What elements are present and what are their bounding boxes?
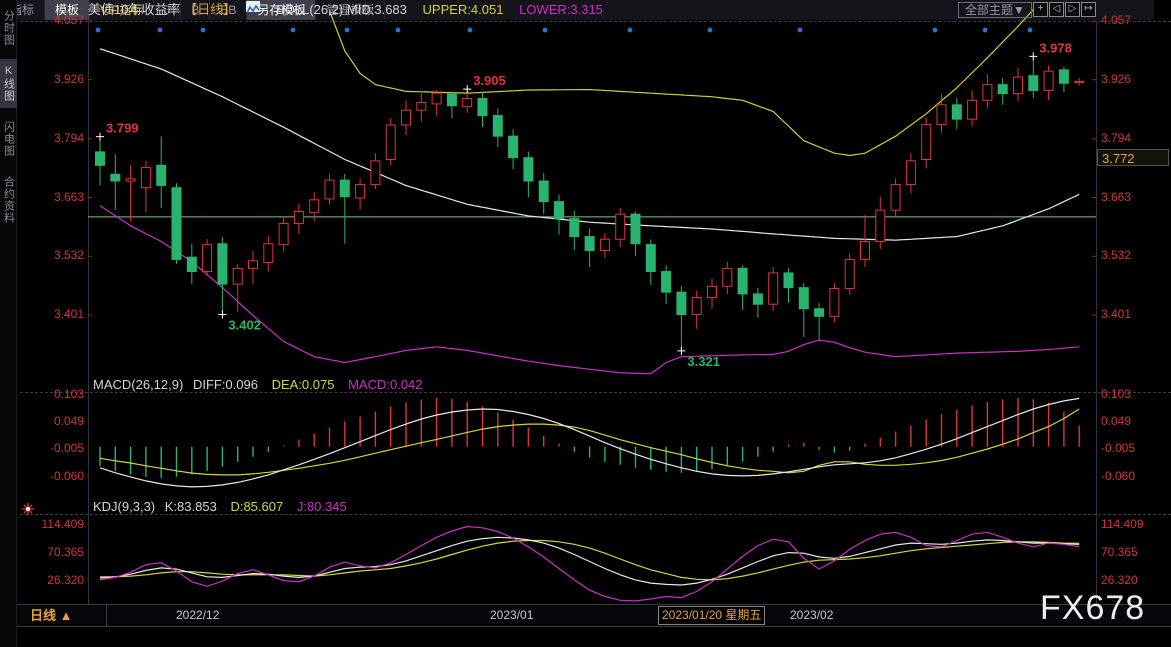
axis-label: 70.365 (47, 545, 84, 559)
theme-dropdown[interactable]: 全部主题▼ (958, 2, 1032, 18)
axis-label: -0.005 (49, 441, 84, 456)
bottom-toolbar: 指标 模板 VIP指标 J B BB 另存模板 管理模板 (0, 0, 1154, 20)
exit-pane-icon[interactable]: ↦ (1081, 2, 1096, 17)
toolbar-item-save-template[interactable]: 另存模板 (247, 0, 317, 20)
boll-mid-readout: BOLL(26,2) MID:3.683 (276, 2, 407, 17)
sidebar-item-contract-info[interactable]: 合约资料 (2, 176, 15, 224)
kdj-panel[interactable] (88, 508, 1096, 605)
axis-label: 3.663 (53, 189, 84, 204)
svg-text:3.799: 3.799 (106, 121, 139, 136)
date-label: 2022/12 (176, 608, 220, 622)
svg-text:3.402: 3.402 (228, 318, 261, 333)
axis-label: 26.320 (1101, 573, 1138, 587)
axis-label: 4.057 (53, 13, 84, 27)
mini-chart-icon (246, 1, 261, 14)
axis-label: 3.926 (1101, 71, 1132, 86)
axis-label: 3.794 (53, 130, 84, 145)
toolbar-item-vip-indicators[interactable]: VIP指标 (90, 0, 155, 20)
toolbar-item-j[interactable]: J (154, 0, 182, 20)
chart-header: 美债10年收益率 【日线】 BOLL(26,2) MID:3.683 UPPER:… (88, 0, 603, 20)
axis-label: -0.005 (1101, 441, 1136, 456)
right-axis-line (1096, 21, 1097, 604)
axis-label: 114.409 (1101, 517, 1144, 531)
axis-label: 0.103 (53, 386, 84, 401)
axis-label: 3.532 (1101, 248, 1132, 263)
sidebar-item-kline-chart[interactable]: K线图 (0, 59, 17, 108)
pane-left-icon[interactable]: ◁ (1049, 2, 1064, 17)
pane-right-icon[interactable]: ▷ (1065, 2, 1080, 17)
axis-label: 0.103 (1101, 386, 1132, 401)
boll-upper-readout: UPPER:4.051 (422, 2, 504, 17)
time-axis-bar: 日线 ▲ 2022/12 2023/01 2023/01/20 星期五 2023… (17, 604, 1171, 627)
macd-header: MACD(26,12,9) DIFF:0.096 DEA:0.075 MACD:… (93, 377, 423, 392)
axis-label: 3.663 (1101, 189, 1132, 204)
date-label-highlighted: 2023/01/20 星期五 (658, 606, 766, 625)
macd-panel[interactable] (88, 388, 1096, 502)
period-tag: 【日线】 (184, 2, 237, 17)
grid-top-line (20, 21, 1171, 22)
kdj-top-line (20, 514, 1171, 515)
pan-icon[interactable]: + (1033, 2, 1048, 17)
left-axis-line (88, 21, 89, 604)
axis-label: -0.060 (49, 468, 84, 483)
axis-label: -0.060 (1101, 468, 1136, 483)
axis-label: 26.320 (47, 573, 84, 587)
period-selector[interactable]: 日线 ▲ (17, 605, 107, 626)
kdj-header: KDJ(9,3,3) K:83.853 D:85.607 J:80.345 (93, 499, 347, 514)
macd-name: MACD(26,12,9) (93, 377, 184, 392)
axis-label: 3.401 (1101, 306, 1132, 321)
date-label: 2023/01 (490, 608, 534, 622)
kdj-j-value: J:80.345 (296, 499, 347, 514)
svg-text:3.905: 3.905 (473, 73, 506, 88)
sidebar-item-flash-chart[interactable]: 闪电图 (2, 121, 15, 157)
left-tab-sidebar: 分时图 K线图 闪电图 合约资料 (0, 0, 17, 647)
current-price-label: 3.772 (1097, 149, 1169, 166)
toolbar-item-b[interactable]: B (181, 0, 211, 20)
kdj-name: KDJ(9,3,3) (93, 499, 156, 514)
kdj-d-value: D:85.607 (230, 499, 284, 514)
macd-dea-value: DEA:0.075 (271, 377, 335, 392)
date-label: 2023/02 (790, 608, 834, 622)
toolbar-item-manage-template[interactable]: 管理模板 (316, 0, 386, 20)
indicator-settings-icon[interactable] (21, 502, 35, 516)
axis-label: 114.409 (41, 517, 85, 531)
axis-label: 3.926 (53, 71, 84, 86)
instrument-title: 美债10年收益率 (88, 2, 181, 17)
axis-label: 3.794 (1101, 130, 1132, 145)
axis-label: 0.049 (53, 414, 84, 429)
axis-label: 0.049 (1101, 414, 1132, 429)
sidebar-item-time-chart[interactable]: 分时图 (2, 10, 15, 46)
main-candle-chart[interactable]: 3.799 3.402 3.905 3.321 3.978 (88, 0, 1096, 384)
axis-label: 3.401 (53, 306, 84, 321)
axis-label: 3.532 (53, 248, 84, 263)
svg-text:3.321: 3.321 (687, 354, 720, 369)
axis-label: 4.057 (1101, 13, 1132, 27)
boll-lower-readout: LOWER:3.315 (519, 2, 603, 17)
macd-macd-value: MACD:0.042 (348, 377, 423, 392)
kdj-k-value: K:83.853 (164, 499, 217, 514)
svg-text:3.978: 3.978 (1039, 40, 1072, 55)
toolbar-item-templates[interactable]: 模板 (45, 0, 91, 20)
macd-top-line (20, 392, 1171, 393)
axis-label: 70.365 (1101, 545, 1138, 559)
macd-diff-value: DIFF:0.096 (192, 377, 258, 392)
